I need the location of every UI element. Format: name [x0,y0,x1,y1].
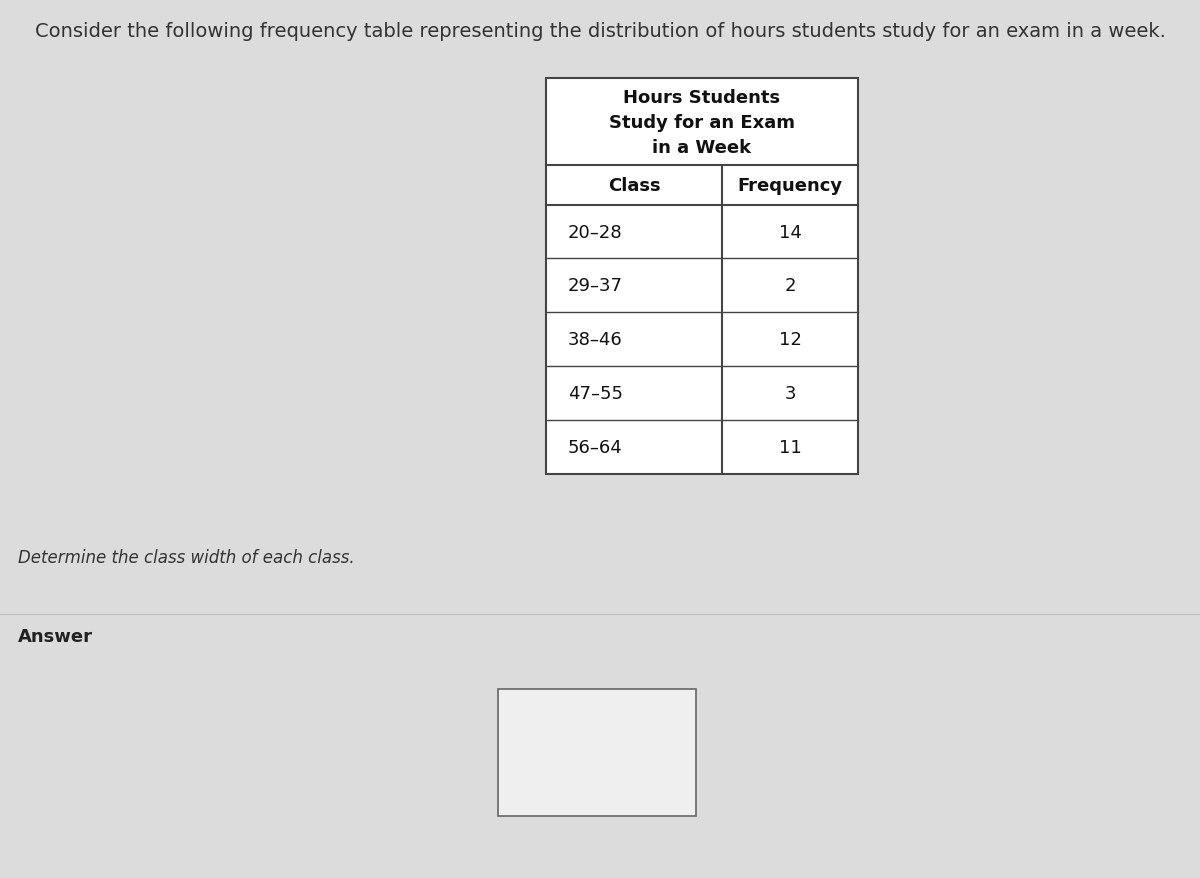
Text: 12: 12 [779,331,802,349]
Text: Hours Students
Study for an Exam
in a Week: Hours Students Study for an Exam in a We… [610,89,796,156]
Text: 20–28: 20–28 [568,223,623,241]
Text: 47–55: 47–55 [568,385,623,402]
Text: 3: 3 [785,385,796,402]
Text: Frequency: Frequency [738,176,842,195]
Text: Class: Class [608,176,660,195]
Text: 38–46: 38–46 [568,331,623,349]
Text: Answer: Answer [18,628,94,645]
Text: Determine the class width of each class.: Determine the class width of each class. [18,549,355,566]
Text: 29–37: 29–37 [568,277,623,295]
Text: 11: 11 [779,438,802,457]
Text: 56–64: 56–64 [568,438,623,457]
Text: 2: 2 [785,277,796,295]
Polygon shape [546,79,858,474]
Text: 14: 14 [779,223,802,241]
Text: Consider the following frequency table representing the distribution of hours st: Consider the following frequency table r… [35,22,1165,41]
FancyBboxPatch shape [498,689,696,817]
